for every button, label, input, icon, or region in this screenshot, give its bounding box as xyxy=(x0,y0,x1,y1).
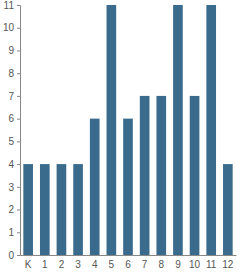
y-tick-mark xyxy=(17,232,20,233)
bar xyxy=(190,96,200,255)
plot-area: 01234567891011K123456789101112 xyxy=(3,0,237,270)
y-tick-mark xyxy=(17,141,20,142)
bars xyxy=(23,5,232,255)
x-axis-line xyxy=(21,255,237,256)
x-tick: 9 xyxy=(175,255,181,270)
y-tick-mark xyxy=(17,255,20,256)
x-tick-label: 2 xyxy=(59,259,65,270)
x-tick-label: 1 xyxy=(42,259,48,270)
y-tick-mark xyxy=(17,28,20,29)
y-tick-mark xyxy=(17,73,20,74)
y-axis-line xyxy=(17,6,21,256)
x-tick-label: 6 xyxy=(125,259,131,270)
y-tick-mark xyxy=(17,210,20,211)
y-tick-label: 5 xyxy=(8,136,14,147)
y-axis: 0 1 2 3 4 5 6 7 8 9 10 11 xyxy=(3,0,21,261)
x-tick: 10 xyxy=(189,255,201,270)
y-tick: 6 xyxy=(8,113,20,124)
bar xyxy=(173,5,183,255)
y-tick: 9 xyxy=(8,45,20,56)
y-tick-label: 0 xyxy=(8,250,14,261)
bar xyxy=(90,119,100,255)
y-tick: 0 xyxy=(8,250,20,261)
y-tick-mark xyxy=(17,164,20,165)
x-tick: 1 xyxy=(42,255,48,270)
x-tick-label: 4 xyxy=(92,259,98,270)
x-tick: 11 xyxy=(206,255,217,270)
x-tick: 7 xyxy=(142,255,148,270)
bar xyxy=(23,164,33,255)
y-tick-label: 4 xyxy=(8,159,14,170)
y-tick-label: 7 xyxy=(8,91,14,102)
x-tick: 4 xyxy=(92,255,98,270)
x-tick: 2 xyxy=(59,255,65,270)
x-tick: 6 xyxy=(125,255,131,270)
y-tick-label: 6 xyxy=(8,113,14,124)
x-tick-label: 12 xyxy=(222,259,234,270)
x-tick-label: 3 xyxy=(75,259,81,270)
x-tick-label: K xyxy=(25,259,32,270)
x-tick: 3 xyxy=(75,255,81,270)
bar xyxy=(73,164,83,255)
y-tick-mark xyxy=(17,187,20,188)
bar xyxy=(107,5,117,255)
y-tick-mark xyxy=(17,96,20,97)
x-tick-label: 10 xyxy=(189,259,201,270)
y-tick-label: 2 xyxy=(8,204,14,215)
x-tick: 5 xyxy=(109,255,115,270)
bar xyxy=(40,164,50,255)
bar xyxy=(223,164,233,255)
y-tick: 4 xyxy=(8,159,20,170)
y-tick: 1 xyxy=(8,227,20,238)
x-tick-label: 11 xyxy=(206,259,217,270)
x-tick: 12 xyxy=(222,255,234,270)
y-tick-mark xyxy=(17,119,20,120)
y-tick: 5 xyxy=(8,136,20,147)
x-tick: K xyxy=(25,255,32,270)
bar xyxy=(140,96,150,255)
bar xyxy=(57,164,67,255)
y-tick-label: 10 xyxy=(3,22,15,33)
chart-container: 01234567891011K123456789101112 xyxy=(0,0,240,277)
y-tick-label: 11 xyxy=(4,0,15,11)
y-tick: 2 xyxy=(8,204,20,215)
y-tick: 10 xyxy=(3,22,20,33)
x-tick-label: 5 xyxy=(109,259,115,270)
y-tick-label: 1 xyxy=(8,227,14,238)
bar xyxy=(156,96,166,255)
y-tick-mark xyxy=(17,5,20,6)
y-tick: 8 xyxy=(8,68,20,79)
x-axis: K123456789101112 xyxy=(21,255,237,270)
y-tick-label: 3 xyxy=(8,182,14,193)
x-tick-label: 9 xyxy=(175,259,181,270)
y-tick: 3 xyxy=(8,182,20,193)
y-tick: 7 xyxy=(8,91,20,102)
x-tick-label: 7 xyxy=(142,259,148,270)
y-tick: 11 xyxy=(4,0,20,11)
x-tick: 8 xyxy=(159,255,165,270)
y-tick-label: 8 xyxy=(8,68,14,79)
y-tick-label: 9 xyxy=(8,45,14,56)
y-tick-mark xyxy=(17,50,20,51)
chart-svg: 01234567891011K123456789101112 xyxy=(0,0,240,277)
x-tick-label: 8 xyxy=(159,259,165,270)
bar xyxy=(206,5,216,255)
bar xyxy=(123,119,133,255)
